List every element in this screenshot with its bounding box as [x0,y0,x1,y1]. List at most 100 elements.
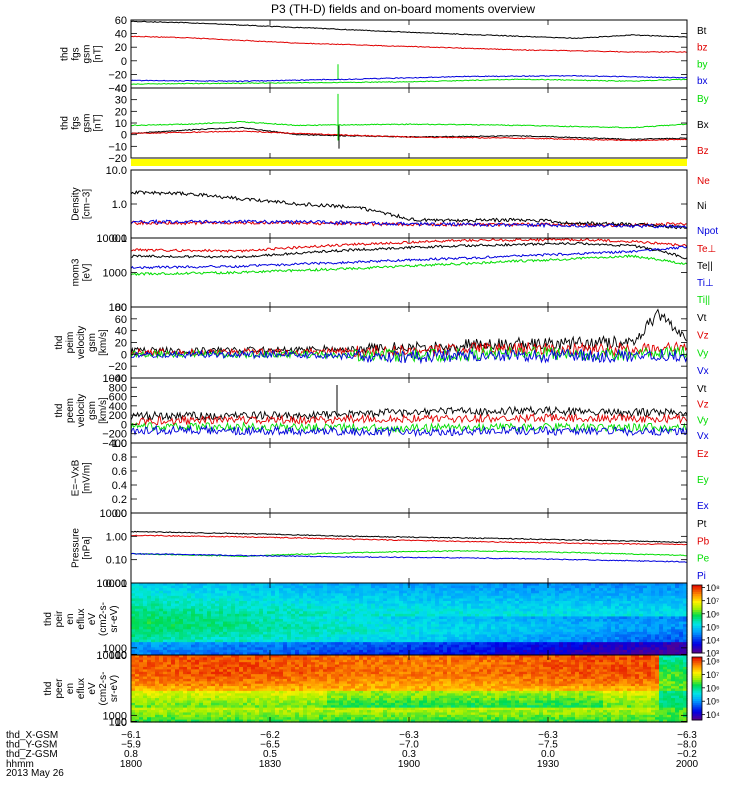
spectrogram-cell [571,629,576,633]
spectrogram-cell [323,652,328,656]
spectrogram-cell [427,598,432,602]
spectrogram-cell [527,590,532,594]
spectrogram-cell [643,624,648,628]
spectrogram-cell [595,634,600,638]
spectrogram-cell [543,606,548,610]
spectrogram-cell [491,585,496,589]
spectrogram-cell [427,652,432,656]
colorbar-tick-label: 10⁷ [706,596,719,606]
spectrogram-cell [535,631,540,636]
spectrogram-cell [375,652,380,656]
spectrogram-cell [395,608,400,612]
spectrogram-cell [235,631,240,636]
spectrogram-cell [155,712,160,716]
spectrogram-cell [611,639,616,643]
spectrogram-cell [247,598,252,602]
spectrogram-cell [323,634,328,638]
spectrogram-cell [363,644,368,648]
spectrogram-cell [419,613,424,618]
spectrogram-cell [143,669,148,673]
spectrogram-cell [475,588,480,592]
spectrogram-cell [255,619,260,623]
spectrogram-cell [447,652,452,656]
spectrogram-cell [219,698,224,702]
spectrogram-cell [291,639,296,643]
spectrogram-cell [323,583,328,587]
spectrogram-cell [155,700,160,704]
spectrogram-cell [515,603,520,607]
spectrogram-cell [319,639,324,643]
spectrogram-cell [155,674,160,678]
spectrogram-cell [347,621,352,625]
spectrogram-cell [407,611,412,615]
spectrogram-cell [155,642,160,646]
spectrogram-cell [279,590,284,594]
spectrogram-cell [427,611,432,615]
spectrogram-cell [487,624,492,628]
spectrogram-cell [451,639,456,643]
spectrogram-cell [183,616,188,620]
spectrogram-cell [247,619,252,623]
spectrogram-cell [523,595,528,600]
spectrogram-cell [575,644,580,648]
spectrogram-cell [143,676,148,680]
spectrogram-cell [283,603,288,607]
spectrogram-cell [419,608,424,612]
spectrogram-cell [227,583,232,587]
spectrogram-cell [215,606,220,610]
spectrogram-cell [403,583,408,587]
spectrogram-cell [535,639,540,643]
spectrogram-cell [483,647,488,651]
spectrogram-cell [191,712,196,716]
spectrogram-cell [491,611,496,615]
spectrogram-cell [295,624,300,628]
spectrogram-cell [663,593,668,597]
spectrogram-cell [347,647,352,651]
spectrogram-cell [271,595,276,600]
spectrogram-cell [163,619,168,623]
spectrogram-cell [467,626,472,630]
spectrogram-cell [387,647,392,651]
spectrogram-cell [331,644,336,648]
spectrogram-cell [191,585,196,589]
spectrogram-cell [571,585,576,589]
y-tick-label: 400 [109,401,127,413]
spectrogram-cell [547,590,552,594]
spectrogram-cell [279,601,284,605]
spectrogram-cell [391,595,396,600]
panel-frame [130,306,688,379]
spectrogram-cell [215,714,220,718]
spectrogram-cell [407,626,412,630]
spectrogram-cell [271,647,276,651]
spectrogram-cell [347,626,352,630]
spectrogram-cell [143,637,148,641]
spectrogram-cell [211,631,216,636]
spectrogram-cell [475,601,480,605]
spectrogram-cell [383,631,388,636]
spectrogram-cell [519,593,524,597]
spectrogram-cell [667,606,672,610]
spectrogram-cell [323,606,328,610]
spectrogram-cell [567,652,572,656]
spectrogram-cell [171,712,176,716]
spectrogram-cell [395,598,400,602]
spectrogram-cell [639,642,644,646]
spectrogram-cell [663,583,668,587]
spectrogram-cell [295,611,300,615]
spectrogram-cell [179,595,184,600]
spectrogram-cell [367,583,372,587]
spectrogram-cell [251,634,256,638]
spectrogram-cell [271,637,276,641]
spectrogram-cell [139,707,144,711]
spectrogram-cell [211,698,216,702]
spectrogram-cell [483,590,488,594]
spectrogram-cell [203,629,208,633]
spectrogram-cell [167,613,172,618]
colorbar-segment [692,637,702,640]
spectrogram-cell [603,621,608,625]
spectrogram-cell [431,613,436,618]
spectrogram-cell [143,606,148,610]
spectrogram-cell [275,608,280,612]
spectrogram-cell [463,601,468,605]
spectrogram-cell [571,649,576,654]
